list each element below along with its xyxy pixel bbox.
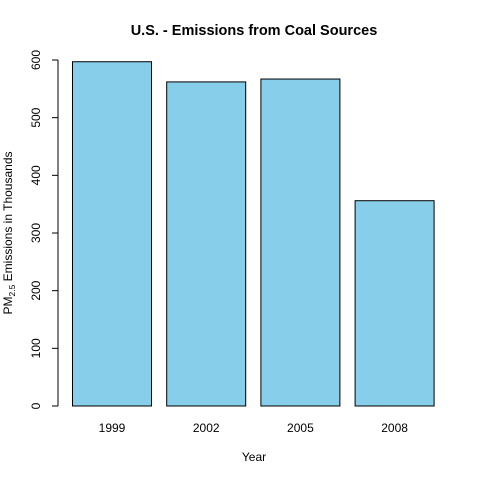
- y-tick-label-200: 200: [29, 280, 43, 300]
- y-tick-label-600: 600: [29, 50, 43, 70]
- x-tick-label-2008: 2008: [381, 421, 408, 435]
- x-tick-label-1999: 1999: [99, 421, 126, 435]
- bar-2002: [166, 81, 247, 407]
- y-axis: 0 100 200 300 400 500 600: [29, 50, 59, 409]
- y-tick-label-400: 400: [29, 165, 43, 185]
- y-tick-label-300: 300: [29, 223, 43, 243]
- y-tick-label-500: 500: [29, 107, 43, 127]
- y-tick-label-100: 100: [29, 338, 43, 358]
- y-axis-title: PM2.5 Emissions in Thousands: [1, 151, 17, 314]
- bar-2005: [260, 78, 341, 407]
- x-axis-title: Year: [242, 450, 266, 464]
- bar-1999: [72, 61, 152, 407]
- x-tick-labels: 1999 2002 2005 2008: [99, 421, 409, 435]
- x-tick-label-2002: 2002: [193, 421, 220, 435]
- x-tick-label-2005: 2005: [287, 421, 314, 435]
- y-axis-title-suffix: Emissions in Thousands: [1, 151, 15, 284]
- bar-2008: [354, 200, 435, 407]
- y-axis-title-subscript: 2.5: [7, 284, 17, 296]
- bars-group: [72, 61, 435, 407]
- y-tick-label-0: 0: [29, 402, 43, 409]
- chart-title: U.S. - Emissions from Coal Sources: [131, 23, 378, 39]
- y-axis-title-prefix: PM: [1, 297, 15, 315]
